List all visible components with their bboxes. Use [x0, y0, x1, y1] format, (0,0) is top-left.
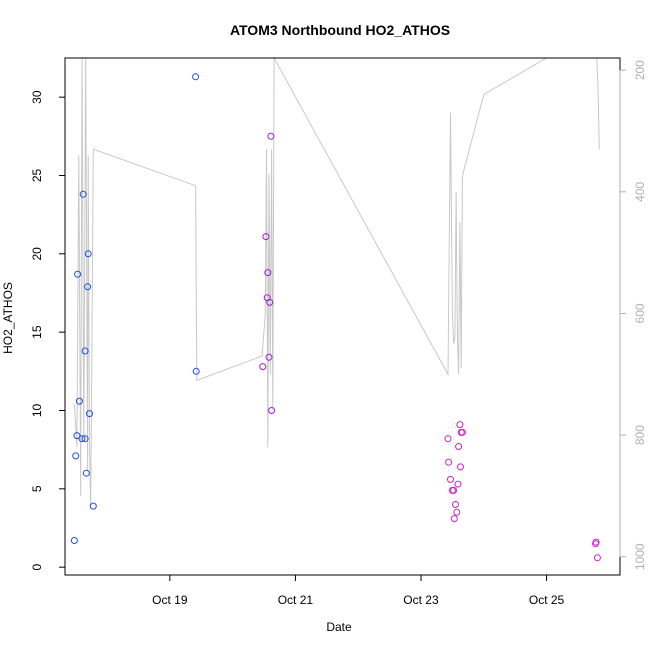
- data-point: [445, 458, 453, 466]
- data-point: [454, 480, 462, 488]
- y-tick-label: 20: [30, 247, 44, 261]
- data-point: [266, 298, 274, 306]
- data-point: [74, 270, 82, 278]
- data-point: [444, 435, 452, 443]
- data-point: [78, 435, 86, 443]
- data-point: [82, 469, 90, 477]
- data-point: [192, 73, 200, 81]
- secondary-tick-label: 400: [633, 181, 647, 201]
- y-tick-label: 10: [30, 404, 44, 418]
- data-point: [262, 233, 270, 241]
- data-point: [593, 554, 601, 562]
- data-point: [84, 250, 92, 258]
- x-tick-label: Oct 25: [529, 593, 565, 607]
- data-point: [73, 432, 81, 440]
- y-tick-label: 0: [30, 564, 44, 571]
- secondary-y-axis: 200 400 600 800 1000: [619, 60, 647, 570]
- plot-frame: [64, 57, 621, 576]
- y-tick-label: 25: [30, 169, 44, 183]
- data-point: [89, 502, 97, 510]
- line-series: [73, 56, 600, 509]
- series-line-3: [73, 56, 600, 509]
- data-point: [450, 515, 458, 523]
- data-point: [265, 353, 273, 361]
- data-point: [450, 486, 458, 494]
- data-point: [70, 537, 78, 544]
- data-point: [86, 410, 93, 418]
- y-axis: 0 5 10 15 20 25 30: [30, 90, 66, 571]
- x-tick-label: Oct 19: [152, 593, 188, 607]
- data-point: [455, 443, 463, 450]
- secondary-tick-label: 1000: [633, 543, 647, 570]
- data-point: [79, 190, 87, 198]
- x-tick-label: Oct 23: [403, 593, 439, 607]
- point-series: [70, 73, 601, 562]
- x-axis-label: Date: [326, 620, 352, 634]
- data-point: [259, 363, 267, 371]
- data-point: [453, 508, 461, 516]
- y-tick-label: 5: [30, 485, 44, 492]
- data-point: [192, 367, 200, 375]
- data-point: [592, 538, 600, 546]
- secondary-tick-label: 600: [633, 303, 647, 323]
- x-tick-label: Oct 21: [278, 593, 314, 607]
- data-point: [84, 283, 92, 291]
- secondary-tick-label: 200: [633, 60, 647, 80]
- y-tick-label: 15: [30, 325, 44, 339]
- data-point: [456, 421, 464, 429]
- data-point: [457, 463, 464, 471]
- data-point: [75, 397, 83, 405]
- x-axis: Oct 19 Oct 21 Oct 23 Oct 25: [152, 574, 565, 607]
- data-point: [267, 132, 275, 140]
- data-point: [264, 269, 272, 277]
- secondary-tick-label: 800: [633, 425, 647, 445]
- data-point: [72, 452, 80, 460]
- data-point: [81, 435, 89, 443]
- data-point: [452, 501, 459, 508]
- data-point: [458, 428, 466, 436]
- chart-title: ATOM3 Northbound HO2_ATHOS: [230, 22, 450, 38]
- y-axis-label: HO2_ATHOS: [1, 282, 15, 354]
- data-point: [268, 407, 276, 414]
- y-tick-label: 30: [30, 90, 44, 104]
- data-point: [81, 347, 89, 355]
- data-point: [447, 475, 454, 483]
